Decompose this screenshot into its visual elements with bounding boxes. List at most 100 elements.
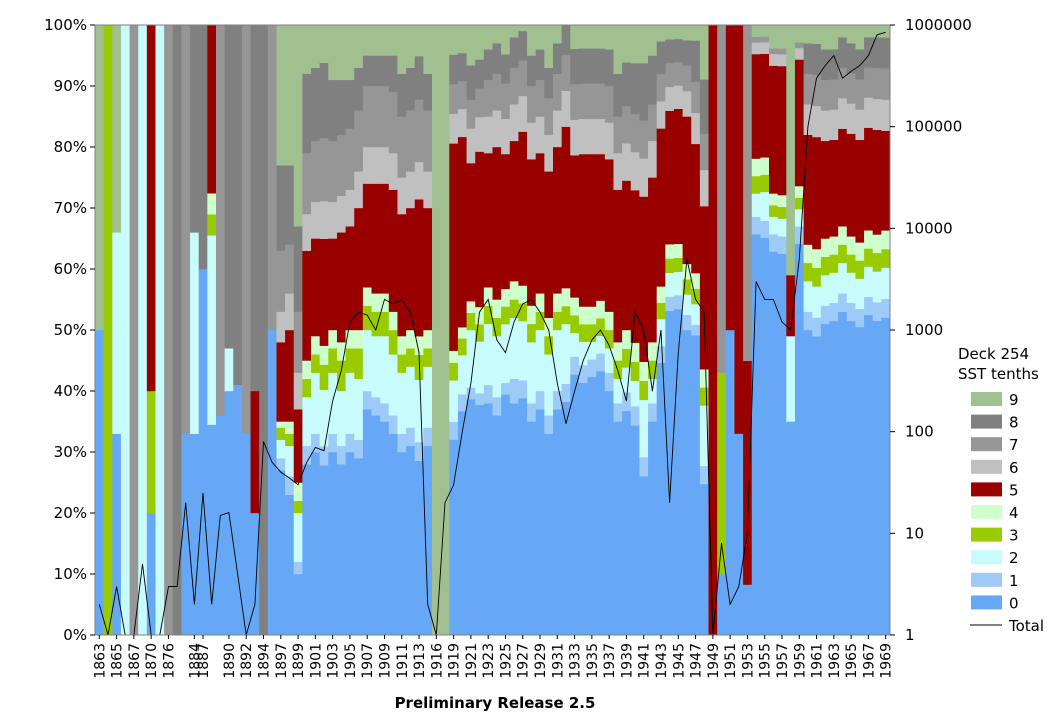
bar-segment-1913-tenth-8 (414, 56, 424, 100)
bar-segment-1955-tenth-3 (760, 174, 770, 193)
bar-segment-1957-tenth-2 (777, 218, 787, 237)
bar-segment-1900-tenth-3 (302, 378, 312, 398)
bar-segment-1932-tenth-0 (561, 401, 571, 636)
bar-segment-1968-tenth-4 (872, 234, 882, 254)
bar-segment-1934-tenth-2 (578, 341, 588, 366)
bar-segment-1924-tenth-0 (492, 415, 502, 636)
bar-segment-1910-tenth-0 (388, 433, 398, 636)
bar-segment-1925-tenth-0 (501, 394, 511, 636)
bar-segment-1931-tenth-3 (552, 311, 563, 331)
bar-segment-1865-tenth-2 (112, 232, 122, 434)
bar-segment-1900-tenth-7 (302, 153, 312, 215)
x-tick-label: 1901 (308, 643, 324, 679)
bar-segment-1964-tenth-2 (838, 262, 848, 294)
bar-segment-1959-tenth-6 (794, 48, 804, 60)
bar-segment-1929-tenth-5 (535, 153, 545, 294)
bar-segment-1906-tenth-9 (354, 25, 364, 68)
bar-segment-1908-tenth-5 (371, 183, 381, 294)
bar-segment-1909-tenth-6 (380, 147, 390, 184)
bar-segment-1943-tenth-5 (656, 128, 666, 287)
bar-segment-1893-tenth-5 (250, 391, 260, 514)
bar-segment-1935-tenth-1 (587, 359, 597, 378)
bar-segment-1888-tenth-2 (207, 235, 217, 425)
x-tick-label: 1870 (144, 643, 160, 679)
bar-segment-1934-tenth-0 (578, 382, 588, 636)
bar-segment-1950-tenth-3 (717, 372, 727, 575)
bar-segment-1932-tenth-6 (561, 90, 571, 127)
bar-segment-1926-tenth-8 (509, 37, 519, 68)
bar-segment-1909-tenth-1 (380, 403, 390, 422)
bar-segment-1969-tenth-7 (881, 68, 891, 100)
bar-segment-1888-tenth-0 (207, 424, 217, 636)
bar-segment-1913-tenth-0 (414, 460, 424, 636)
bar-segment-1958-tenth-5 (786, 275, 796, 337)
bar-segment-1911-tenth-9 (397, 25, 407, 74)
bar-segment-1900-tenth-2 (302, 397, 312, 447)
bar-segment-1911-tenth-5 (397, 214, 407, 337)
bar-segment-1964-tenth-7 (838, 67, 848, 99)
legend-swatch-2 (971, 550, 1002, 565)
bar-segment-1912-tenth-7 (406, 110, 416, 172)
bar-segment-1902-tenth-3 (319, 364, 329, 390)
right-tick-label: 10 (905, 524, 924, 542)
bar-segment-1897-tenth-3 (276, 427, 286, 440)
bar-segment-1911-tenth-3 (397, 354, 407, 373)
bar-segment-1939-tenth-5 (622, 180, 632, 331)
bar-segment-1938-tenth-8 (613, 73, 623, 117)
legend-label-7: 7 (1009, 436, 1019, 454)
bar-segment-1939-tenth-6 (622, 143, 632, 181)
bar-segment-1957-tenth-5 (777, 66, 787, 196)
bar-segment-1960-tenth-0 (803, 330, 813, 636)
bar-segment-1899-tenth-8 (293, 226, 303, 312)
bar-segment-1960-tenth-4 (803, 244, 813, 264)
right-tick-label: 100 (905, 423, 934, 441)
bar-segment-1968-tenth-0 (872, 320, 882, 636)
bar-segment-1962-tenth-4 (820, 238, 830, 257)
bar-segment-1968-tenth-8 (872, 37, 882, 69)
bar-segment-1969-tenth-2 (881, 267, 891, 300)
bar-segment-1937-tenth-8 (604, 49, 614, 87)
legend-label-3: 3 (1009, 527, 1019, 545)
left-tick-label: 70% (54, 199, 87, 217)
bar-segment-1965-tenth-0 (846, 320, 856, 636)
bar-segment-1940-tenth-4 (630, 342, 640, 362)
bar-segment-1912-tenth-1 (406, 427, 416, 447)
bar-segment-1959-tenth-0 (794, 243, 804, 636)
bar-segment-1925-tenth-4 (501, 288, 511, 307)
bar-segment-1940-tenth-0 (630, 425, 640, 636)
bar-segment-1883-tenth-0 (181, 433, 191, 636)
bar-segment-1967-tenth-1 (864, 296, 874, 316)
bar-segment-1868-tenth-2 (138, 25, 148, 636)
bar-segment-1960-tenth-7 (803, 73, 813, 105)
bar-segment-1924-tenth-8 (492, 43, 502, 74)
bar-segment-1906-tenth-3 (354, 348, 364, 379)
x-tick-label: 1863 (92, 643, 108, 679)
bar-segment-1941-tenth-2 (639, 399, 649, 458)
bar-segment-1923-tenth-3 (483, 305, 493, 325)
bar-segment-1935-tenth-8 (587, 48, 597, 84)
bar-segment-1912-tenth-2 (406, 366, 416, 428)
bar-segment-1914-tenth-2 (423, 366, 433, 428)
x-tick-label: 1959 (792, 643, 808, 679)
bar-segment-1967-tenth-6 (864, 97, 874, 128)
bar-segment-1953-tenth-5 (743, 360, 753, 585)
bar-segment-1953-tenth-7 (743, 25, 753, 361)
bar-segment-1899-tenth-0 (293, 574, 303, 636)
bar-segment-1935-tenth-5 (587, 154, 597, 307)
bar-segment-1911-tenth-2 (397, 372, 407, 434)
bar-segment-1910-tenth-7 (388, 92, 398, 154)
bar-segment-1947-tenth-9 (691, 25, 701, 41)
bar-segment-1925-tenth-9 (501, 25, 511, 55)
bar-segment-1876-tenth-7 (164, 25, 174, 636)
bar-segment-1944-tenth-2 (665, 272, 675, 297)
bar-segment-1899-tenth-4 (293, 482, 303, 501)
bar-segment-1938-tenth-5 (613, 189, 623, 343)
bar-segment-1902-tenth-5 (319, 238, 329, 346)
bar-segment-1960-tenth-3 (803, 262, 813, 282)
bar-segment-1946-tenth-0 (682, 330, 692, 636)
bar-segment-1939-tenth-7 (622, 105, 632, 144)
bar-segment-1926-tenth-5 (509, 140, 519, 282)
x-tick-label: 1903 (326, 643, 342, 679)
bar-segment-1905-tenth-1 (345, 433, 355, 453)
